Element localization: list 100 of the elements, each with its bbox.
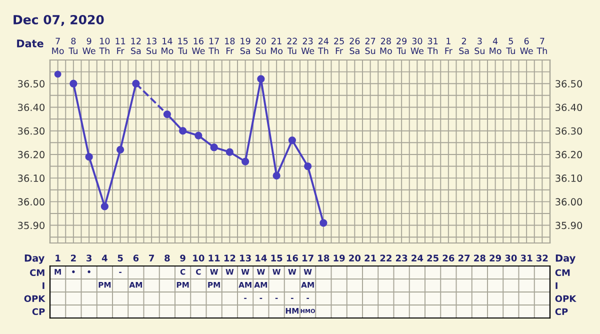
x-tick-label: 30	[505, 254, 517, 262]
point	[100, 202, 109, 210]
x-tick-label: 10	[193, 254, 204, 262]
point	[116, 146, 124, 154]
chart-title: Dec 07, 2020	[14, 14, 104, 26]
x-tick-label: 1	[56, 254, 60, 262]
y-tick-label: CM	[30, 269, 44, 276]
y2-tick-label: 36.00	[556, 198, 582, 206]
x-tick-label: 20 Su	[256, 38, 266, 54]
y2-tick-label: 35.90	[556, 222, 582, 230]
x-tick-label: 13 Su	[146, 38, 156, 54]
text: Day	[556, 254, 576, 264]
x-tick-label: 9 We	[82, 38, 96, 54]
y-tick-label: 36.50	[18, 80, 44, 88]
x-tick-label: 2 Sa	[459, 38, 469, 54]
y2-tick-label: OPK	[555, 295, 576, 302]
point	[70, 80, 78, 88]
y-tick-label: 35.90	[18, 222, 44, 230]
x-tick-label: 14 Mo	[162, 38, 174, 54]
x-tick-label: 26	[442, 254, 454, 262]
x-tick-label: 9	[180, 254, 186, 262]
x-tick-label: 4 Mo	[490, 38, 502, 54]
y-tick-label: 36.10	[18, 174, 44, 182]
x-tick-label: 5 Tu	[506, 38, 515, 54]
x-tick-label: 25 Fr	[334, 38, 344, 54]
x-tick-label: 15	[271, 254, 282, 262]
y2-tick-label: 36.20	[556, 150, 582, 158]
point	[320, 219, 328, 227]
x-tick-label: 10 Th	[99, 38, 110, 54]
x-tick-label: 3 Su	[474, 38, 484, 54]
x-tick-label: 7	[149, 254, 154, 262]
point	[257, 75, 265, 83]
y2-tick-label: I	[556, 282, 558, 289]
x-tick-label: 8	[164, 254, 170, 262]
x-tick-label: 22 Tu	[287, 38, 297, 54]
x-tick-label: 17	[302, 254, 314, 262]
point	[304, 162, 312, 170]
x-tick-label: 23 We	[301, 38, 314, 54]
x-tick-label: 11	[208, 254, 220, 262]
y-tick-label: 36.20	[18, 150, 44, 158]
y-tick-label: OPK	[24, 295, 46, 302]
y-tick-label: I	[42, 282, 44, 289]
x-tick-label: 19 Sa	[240, 38, 250, 54]
x-tick-label: 1 Fr	[445, 38, 452, 54]
x-axis-title: Day	[24, 254, 44, 264]
x-tick-label: 8 Tu	[68, 38, 78, 54]
y-tick-label: 36.30	[18, 127, 44, 135]
x-tick-label: 29 Tu	[396, 38, 407, 54]
point	[163, 110, 172, 118]
x-tick-label: 27	[458, 254, 470, 262]
y-tick-label: 36.40	[18, 104, 44, 112]
point	[210, 144, 218, 152]
point	[226, 148, 234, 156]
x-tick-label: 3	[86, 254, 92, 262]
x-axis-title: Date	[17, 40, 44, 48]
x-tick-label: 7 Mo	[52, 38, 64, 54]
x-tick-label: 11 Fr	[116, 38, 126, 54]
x-tick-label: 21	[364, 254, 376, 262]
x-tick-label: 28	[474, 254, 486, 262]
x-tick-label: 31 Th	[427, 38, 438, 54]
x-tick-label: 4	[102, 254, 108, 262]
x-tick-label: 2	[71, 254, 76, 262]
x-tick-label: 14	[256, 254, 267, 262]
x-tick-label: 21 Mo	[270, 38, 283, 54]
x-tick-label: 24	[412, 254, 424, 262]
x-tick-label: 12	[224, 254, 236, 262]
y2-tick-label: 36.30	[556, 127, 582, 135]
x-tick-label: 27 Su	[365, 38, 376, 54]
point	[241, 158, 250, 166]
x-tick-label: 5	[118, 254, 123, 262]
x-tick-label: 25	[427, 254, 438, 262]
x-tick-label: 20	[349, 254, 361, 262]
x-tick-label: 26 Sa	[350, 38, 360, 54]
x-tick-label: 13	[240, 254, 251, 262]
point	[85, 152, 93, 161]
x-tick-label: 28 Mo	[380, 38, 392, 54]
x-tick-label: 16	[286, 254, 298, 262]
x-tick-label: 19	[334, 254, 345, 262]
x-tick-label: 18	[318, 254, 330, 262]
point	[288, 136, 296, 144]
x-tick-label: 23	[396, 254, 408, 262]
y-tick-label: CP	[32, 308, 45, 316]
x-tick-label: 15 Tu	[178, 38, 188, 54]
x-tick-label: 7 Th	[536, 38, 547, 54]
x-tick-label: 32	[536, 254, 548, 262]
point	[194, 132, 202, 140]
x-tick-label: 12 Sa	[131, 38, 141, 54]
y2-tick-label: CM	[555, 269, 570, 276]
x-tick-label: 6	[133, 254, 139, 262]
x-tick-label: 29	[490, 254, 502, 262]
point	[272, 172, 280, 180]
x-tick-label: 6 We	[520, 38, 533, 54]
x-tick-label: 16 We	[192, 38, 205, 54]
y-tick-label: 36.00	[18, 198, 44, 206]
y2-tick-label: 36.40	[556, 104, 582, 112]
point	[178, 127, 187, 135]
x-tick-label: 30 We	[410, 38, 424, 54]
y2-tick-label: 36.50	[556, 80, 582, 88]
x-tick-label: 18 Fr	[225, 38, 235, 54]
x-tick-label: 17 Th	[208, 38, 219, 54]
